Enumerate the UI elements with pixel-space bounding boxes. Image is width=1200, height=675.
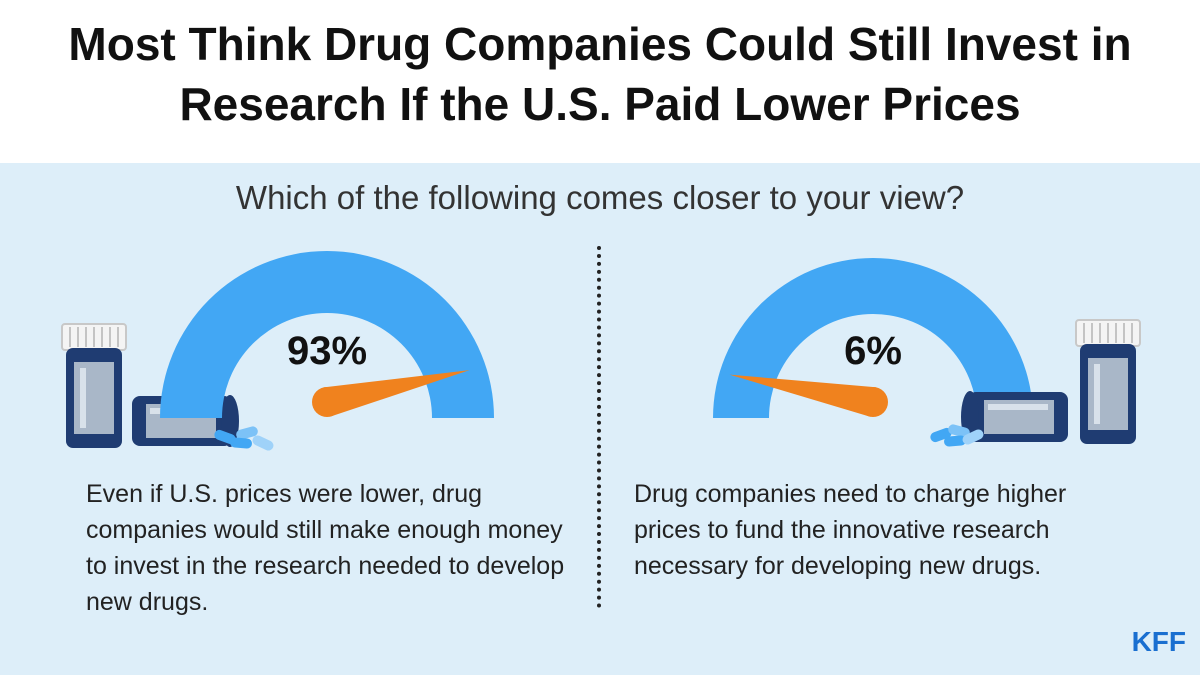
pill-bottle-icon (61, 323, 127, 448)
statement-left: Even if U.S. prices were lower, drug com… (86, 480, 565, 616)
survey-question: Which of the following comes closer to y… (235, 179, 965, 216)
kff-logo: KFF (1131, 626, 1186, 657)
gauge-needle-hub-right (858, 387, 888, 417)
gauge-arc-left (160, 251, 494, 418)
pill-bottle-icon (1075, 319, 1141, 444)
gauge-needle-hub-left (312, 387, 342, 417)
pills-icon (930, 424, 984, 447)
tipped-pill-bottle-icon (961, 391, 1068, 443)
gauge-93: 93% (160, 251, 494, 418)
gauge-needle-left (323, 370, 470, 417)
gauge-6: 6% (713, 258, 1033, 418)
gauge-value-6: 6% (844, 329, 902, 373)
title-line-1: Most Think Drug Companies Could Still In… (68, 18, 1132, 70)
statement-right: Drug companies need to charge higher pri… (634, 480, 1067, 580)
pills-icon (214, 426, 274, 451)
dotted-divider (597, 246, 601, 608)
chart-title: Most Think Drug Companies Could Still In… (0, 14, 1200, 134)
gauge-value-93: 93% (287, 329, 367, 373)
gauge-needle-right (729, 374, 876, 417)
gauge-arc-right (713, 258, 1033, 418)
title-line-2: Research If the U.S. Paid Lower Prices (179, 78, 1021, 130)
